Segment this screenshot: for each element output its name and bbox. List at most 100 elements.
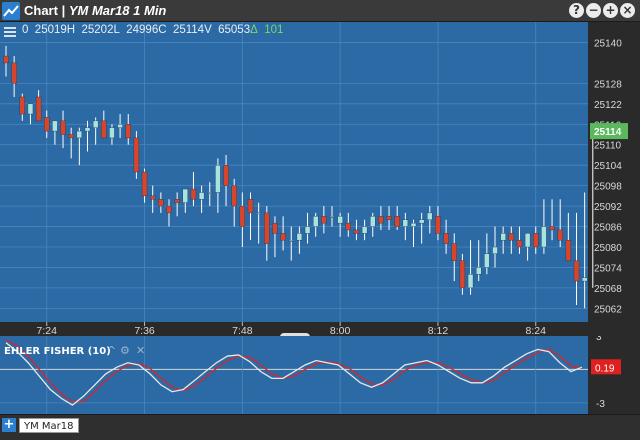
time-tick-label: 7:48 xyxy=(232,325,253,336)
up-candle xyxy=(337,216,343,224)
down-candle xyxy=(443,233,449,244)
up-candle xyxy=(500,233,506,241)
price-tick-label: 25104 xyxy=(594,161,622,172)
up-candle xyxy=(182,188,189,203)
scroll-handle xyxy=(280,333,310,336)
up-candle xyxy=(581,277,588,282)
price-tick-label: 25092 xyxy=(594,202,622,213)
down-candle xyxy=(264,212,270,244)
close-indicator-icon[interactable]: ✕ xyxy=(136,344,146,357)
price-tick-label: 25068 xyxy=(594,284,622,295)
indicator-svg[interactable]: 0.19 3 -3 xyxy=(0,332,640,414)
ohlc-open: 0 xyxy=(22,24,29,36)
up-candle xyxy=(207,192,213,194)
down-candle xyxy=(231,185,237,207)
chart-menu-icon[interactable] xyxy=(4,27,16,37)
close-button[interactable]: × xyxy=(620,3,635,18)
up-candle xyxy=(484,253,490,268)
down-candle xyxy=(239,205,246,227)
down-candle xyxy=(3,55,9,64)
down-candle xyxy=(149,195,156,200)
chart-app-icon xyxy=(2,2,20,20)
price-tick-label: 25128 xyxy=(594,79,622,90)
ohlc-volume: 65053 xyxy=(218,24,251,36)
price-tick-label: 25080 xyxy=(594,243,622,254)
down-candle xyxy=(280,233,286,241)
ohlc-high: 25019H xyxy=(34,24,76,36)
up-candle xyxy=(476,267,482,275)
down-candle xyxy=(133,137,140,173)
up-candle xyxy=(410,222,417,227)
time-tick-label: 8:00 xyxy=(330,325,351,336)
last-price-badge xyxy=(590,123,628,140)
help-button[interactable]: ? xyxy=(569,3,584,18)
up-candle xyxy=(92,120,99,128)
up-candle xyxy=(313,216,319,227)
up-candle xyxy=(467,274,474,289)
up-candle xyxy=(304,226,311,234)
up-candle xyxy=(541,226,547,248)
price-chart-svg[interactable]: 2514025128251222511625110251042509825092… xyxy=(0,22,640,336)
indicator-tick-label: -3 xyxy=(596,399,605,410)
trigger-line xyxy=(5,339,583,403)
delta-icon: Δ xyxy=(250,24,258,36)
up-candle xyxy=(418,219,425,224)
indicator-panel[interactable]: 0.19 3 -3 xyxy=(0,332,640,414)
up-candle xyxy=(198,192,205,200)
up-candle xyxy=(524,233,531,248)
add-tab-button[interactable]: + xyxy=(2,417,16,432)
up-candle xyxy=(84,127,91,132)
down-candle xyxy=(549,226,555,231)
down-candle xyxy=(141,171,148,197)
ohlc-value: 25114V xyxy=(172,24,212,36)
fisher-value-badge xyxy=(591,359,621,375)
up-candle xyxy=(427,212,433,220)
down-candle xyxy=(19,96,25,115)
down-candle xyxy=(44,117,50,132)
down-candle xyxy=(378,216,384,224)
settings-gear-icon[interactable]: ⚙ xyxy=(120,344,130,357)
minimize-button[interactable]: − xyxy=(586,3,601,18)
up-candle xyxy=(255,212,262,215)
down-candle xyxy=(508,233,514,241)
down-candle xyxy=(533,233,539,248)
price-tick-label: 25074 xyxy=(594,263,622,274)
up-candle xyxy=(27,103,34,115)
down-candle xyxy=(190,188,197,200)
last-price-label: 25114 xyxy=(594,127,622,138)
time-tick-label: 7:24 xyxy=(37,325,58,336)
time-tick-label: 7:36 xyxy=(134,325,155,336)
down-candle xyxy=(386,216,392,220)
down-candle xyxy=(557,229,563,241)
up-candle xyxy=(361,226,368,234)
down-candle xyxy=(435,216,441,234)
fisher-value-label: 0.19 xyxy=(595,363,615,374)
down-candle xyxy=(11,62,17,84)
price-chart-panel[interactable]: 2514025128251222511625110251042509825092… xyxy=(0,22,640,336)
plot-area xyxy=(0,22,588,322)
indicator-plot-area xyxy=(0,336,588,414)
down-candle xyxy=(68,134,74,139)
down-candle xyxy=(573,260,580,282)
fisher-line xyxy=(5,342,583,406)
down-candle xyxy=(125,124,131,139)
price-tick-label: 25098 xyxy=(594,182,622,193)
down-candle xyxy=(272,222,278,234)
collapse-indicator-icon[interactable]: ^ xyxy=(107,344,117,357)
down-candle xyxy=(60,120,66,135)
up-candle xyxy=(329,216,335,218)
down-candle xyxy=(394,216,400,227)
down-candle xyxy=(451,243,457,261)
up-candle xyxy=(76,130,83,139)
tab-ym-mar18[interactable]: YM Mar18 xyxy=(19,418,79,433)
ohlc-delta: 101 xyxy=(264,24,284,36)
up-candle xyxy=(117,124,123,128)
price-tick-label: 25140 xyxy=(594,38,622,49)
indicator-title: EHLER FISHER (10) xyxy=(4,346,111,357)
maximize-button[interactable]: + xyxy=(603,3,618,18)
window-title-separator: | xyxy=(61,3,66,18)
down-candle xyxy=(166,205,172,214)
up-candle xyxy=(370,216,376,227)
up-candle xyxy=(109,127,115,139)
up-candle xyxy=(492,246,498,255)
